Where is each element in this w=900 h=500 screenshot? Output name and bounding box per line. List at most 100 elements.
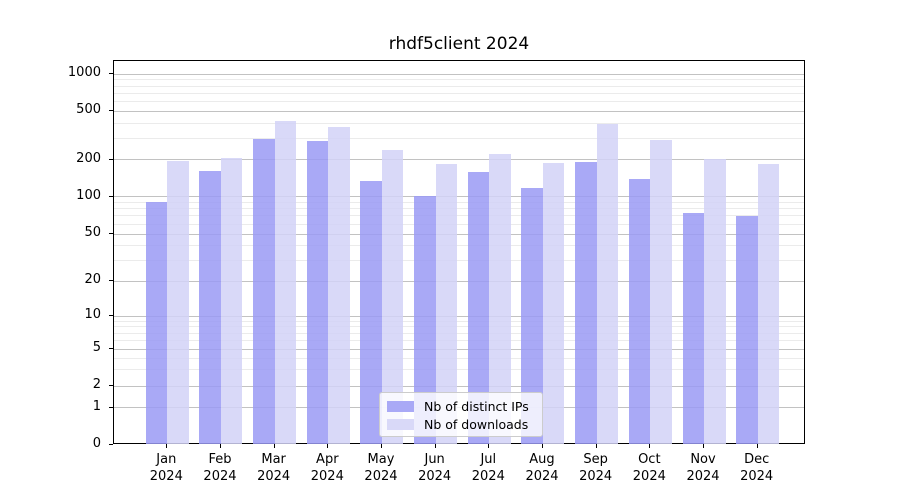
gridline-major	[114, 73, 804, 75]
y-tick-mark	[109, 315, 113, 316]
bar-mar-distinct-ips	[253, 138, 275, 444]
x-tick-label-nov: Nov 2024	[686, 452, 720, 484]
x-tick-label-jan: Jan 2024	[149, 452, 183, 484]
y-tick-mark	[109, 73, 113, 75]
gridline-minor	[114, 340, 804, 342]
x-tick-label-jun: Jun 2024	[418, 452, 452, 484]
chart-title: rhdf5client 2024	[388, 34, 530, 54]
gridline-minor	[114, 332, 804, 334]
bar-aug-distinct-ips	[521, 188, 543, 444]
bar-nov-distinct-ips	[682, 212, 704, 444]
bar-jan-distinct-ips	[145, 201, 168, 444]
x-tick-mark	[541, 444, 543, 448]
x-tick-mark	[166, 444, 168, 448]
bar-apr-distinct-ips	[306, 140, 329, 444]
y-tick-label-2: 2	[92, 377, 101, 392]
bar-feb-distinct-ips	[199, 170, 221, 444]
gridline-minor	[114, 369, 804, 371]
gridline-minor	[114, 101, 804, 103]
x-tick-label-apr: Apr 2024	[310, 452, 344, 484]
bar-jul-distinct-ips	[467, 172, 490, 444]
y-tick-mark	[109, 195, 113, 197]
x-tick-mark	[434, 444, 436, 448]
gridline-minor	[114, 244, 804, 246]
bar-sep-distinct-ips	[575, 161, 597, 444]
gridline-minor	[114, 320, 804, 322]
gridline-major	[114, 280, 804, 282]
y-tick-label-100: 100	[76, 187, 101, 203]
y-tick-label-1: 1	[92, 398, 101, 414]
legend-label-downloads: Nb of downloads	[424, 416, 529, 432]
y-tick-label-500: 500	[76, 102, 101, 118]
gridline-minor	[114, 79, 804, 81]
y-tick-label-10: 10	[84, 307, 101, 322]
gridline-major	[114, 196, 804, 198]
y-tick-mark	[109, 280, 113, 281]
bar-dec-downloads	[757, 164, 780, 444]
bar-oct-distinct-ips	[628, 179, 651, 444]
bar-may-downloads	[381, 150, 404, 444]
bar-oct-downloads	[650, 140, 672, 444]
bar-jun-downloads	[435, 164, 458, 444]
x-tick-mark	[327, 444, 329, 448]
x-tick-mark	[219, 444, 221, 448]
y-tick-label-0: 0	[92, 435, 101, 451]
gridline-minor	[114, 259, 804, 261]
bar-aug-downloads	[542, 163, 565, 444]
y-tick-mark	[109, 233, 113, 234]
x-tick-mark	[488, 444, 490, 448]
y-tick-label-200: 200	[76, 150, 101, 166]
x-tick-label-mar: Mar 2024	[257, 452, 291, 484]
legend-swatch-downloads	[387, 418, 414, 430]
y-tick-mark	[109, 385, 113, 386]
gridline-minor	[114, 92, 804, 94]
x-tick-label-sep: Sep 2024	[579, 452, 613, 484]
x-tick-label-dec: Dec 2024	[740, 452, 774, 484]
gridline-major	[114, 110, 804, 112]
bar-dec-distinct-ips	[736, 215, 758, 444]
y-tick-mark	[109, 158, 113, 160]
bar-may-distinct-ips	[360, 181, 382, 444]
gridline-minor	[114, 223, 804, 225]
gridline-major	[114, 233, 804, 235]
bar-jul-downloads	[489, 154, 511, 444]
gridline-minor	[114, 201, 804, 203]
legend-entry-distinct-ips: Nb of distinct IPs	[387, 398, 542, 414]
legend-swatch-distinct-ips	[387, 400, 414, 412]
plot-area	[113, 60, 805, 444]
x-tick-label-feb: Feb 2024	[203, 452, 237, 484]
legend-label-distinct-ips: Nb of distinct IPs	[424, 398, 529, 414]
y-tick-mark	[109, 110, 113, 112]
x-tick-mark	[380, 444, 382, 448]
bar-jun-distinct-ips	[414, 196, 436, 444]
x-tick-mark	[756, 444, 758, 448]
gridline-minor	[114, 85, 804, 87]
gridline-minor	[114, 215, 804, 217]
y-tick-label-1000: 1000	[67, 65, 101, 81]
y-tick-mark	[109, 406, 113, 408]
gridline-minor	[114, 122, 804, 124]
gridline-minor	[114, 357, 804, 359]
x-tick-mark	[703, 444, 704, 448]
gridline-minor	[114, 137, 804, 139]
y-tick-mark	[109, 348, 113, 350]
gridline-major	[114, 385, 804, 387]
x-tick-mark	[595, 444, 597, 448]
gridline-minor	[114, 208, 804, 210]
bar-sep-downloads	[596, 123, 619, 444]
y-tick-label-50: 50	[84, 225, 101, 240]
x-tick-mark	[649, 444, 651, 448]
x-tick-label-may: May 2024	[364, 452, 398, 484]
gridline-minor	[114, 326, 804, 328]
x-tick-label-jul: Jul 2024	[471, 452, 505, 484]
y-tick-mark	[109, 443, 113, 445]
bar-nov-downloads	[704, 159, 726, 444]
x-tick-label-aug: Aug 2024	[525, 452, 559, 484]
x-tick-mark	[273, 444, 275, 448]
bar-jan-downloads	[167, 160, 189, 444]
x-tick-label-oct: Oct 2024	[632, 452, 666, 484]
bar-apr-downloads	[328, 127, 350, 444]
legend-entry-downloads: Nb of downloads	[387, 416, 542, 432]
legend: Nb of distinct IPs Nb of downloads	[379, 392, 543, 437]
